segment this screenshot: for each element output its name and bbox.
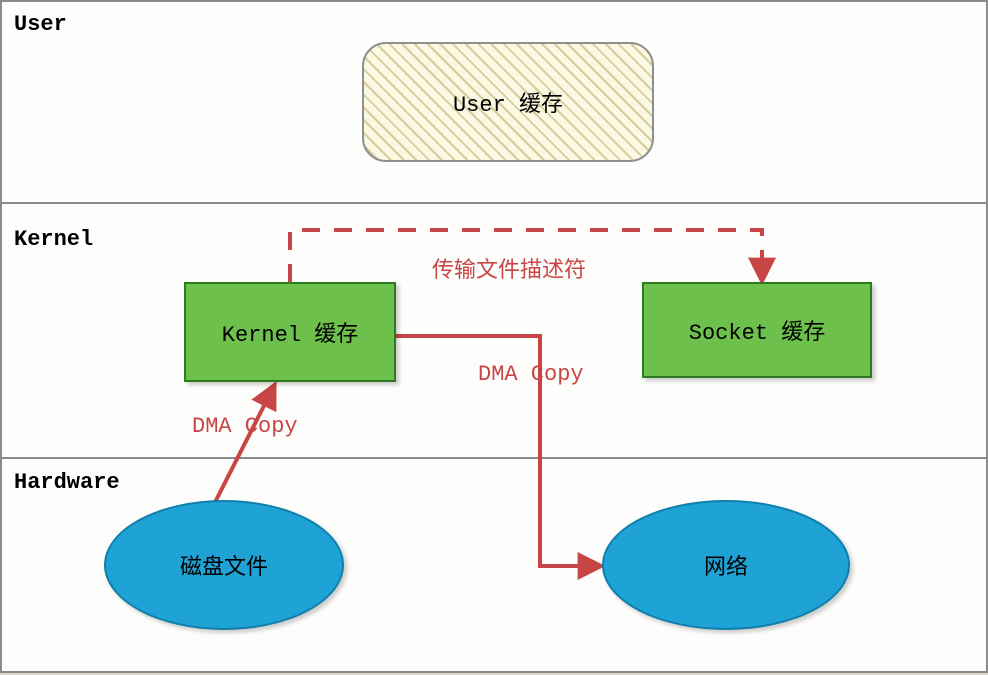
- node-user-cache-label: User 缓存: [453, 86, 563, 118]
- node-network: 网络: [602, 500, 850, 630]
- node-disk-file-label: 磁盘文件: [180, 549, 268, 581]
- divider-kernel-hardware: [2, 457, 986, 459]
- edge-label-dma-socket-to-net: DMA Copy: [478, 362, 584, 387]
- edge-label-fd-transfer: 传输文件描述符: [432, 252, 586, 284]
- layer-label-user: User: [14, 12, 67, 37]
- node-kernel-cache-label: Kernel 缓存: [222, 316, 358, 348]
- node-socket-cache: Socket 缓存: [642, 282, 872, 378]
- node-socket-cache-label: Socket 缓存: [689, 314, 825, 346]
- diagram-root: User Kernel Hardware User 缓存 Kernel 缓存 S…: [0, 0, 988, 673]
- node-user-cache: User 缓存: [362, 42, 654, 162]
- edge-label-dma-disk-to-kernel: DMA Copy: [192, 414, 298, 439]
- node-disk-file: 磁盘文件: [104, 500, 344, 630]
- divider-user-kernel: [2, 202, 986, 204]
- layer-label-kernel: Kernel: [14, 227, 93, 252]
- layer-label-hardware: Hardware: [14, 470, 120, 495]
- node-kernel-cache: Kernel 缓存: [184, 282, 396, 382]
- node-network-label: 网络: [704, 549, 748, 581]
